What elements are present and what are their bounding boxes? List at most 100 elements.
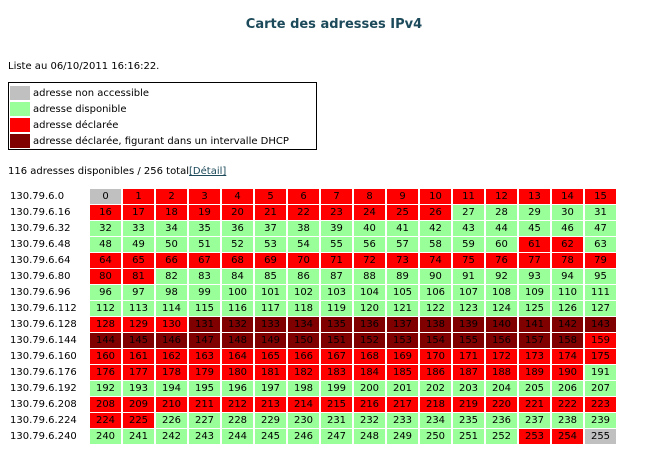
ip-cell[interactable]: 155 bbox=[453, 333, 484, 348]
ip-cell[interactable]: 215 bbox=[321, 397, 352, 412]
ip-cell[interactable]: 6 bbox=[288, 189, 319, 204]
ip-cell[interactable]: 85 bbox=[255, 269, 286, 284]
ip-cell[interactable]: 93 bbox=[519, 269, 550, 284]
ip-cell[interactable]: 51 bbox=[189, 237, 220, 252]
ip-cell[interactable]: 141 bbox=[519, 317, 550, 332]
ip-cell[interactable]: 123 bbox=[453, 301, 484, 316]
ip-cell[interactable]: 61 bbox=[519, 237, 550, 252]
ip-cell[interactable]: 199 bbox=[321, 381, 352, 396]
ip-cell[interactable]: 118 bbox=[288, 301, 319, 316]
ip-cell[interactable]: 182 bbox=[288, 365, 319, 380]
ip-cell[interactable]: 133 bbox=[255, 317, 286, 332]
ip-cell[interactable]: 40 bbox=[354, 221, 385, 236]
ip-cell[interactable]: 58 bbox=[420, 237, 451, 252]
ip-cell[interactable]: 245 bbox=[255, 429, 286, 444]
ip-cell[interactable]: 167 bbox=[321, 349, 352, 364]
ip-cell[interactable]: 208 bbox=[90, 397, 121, 412]
ip-cell[interactable]: 109 bbox=[519, 285, 550, 300]
ip-cell[interactable]: 234 bbox=[420, 413, 451, 428]
ip-cell[interactable]: 231 bbox=[321, 413, 352, 428]
ip-cell[interactable]: 186 bbox=[420, 365, 451, 380]
ip-cell[interactable]: 243 bbox=[189, 429, 220, 444]
ip-cell[interactable]: 192 bbox=[90, 381, 121, 396]
ip-cell[interactable]: 156 bbox=[486, 333, 517, 348]
ip-cell[interactable]: 229 bbox=[255, 413, 286, 428]
ip-cell[interactable]: 100 bbox=[222, 285, 253, 300]
ip-cell[interactable]: 217 bbox=[387, 397, 418, 412]
ip-cell[interactable]: 165 bbox=[255, 349, 286, 364]
ip-cell[interactable]: 163 bbox=[189, 349, 220, 364]
ip-cell[interactable]: 76 bbox=[486, 253, 517, 268]
ip-cell[interactable]: 210 bbox=[156, 397, 187, 412]
ip-cell[interactable]: 149 bbox=[255, 333, 286, 348]
ip-cell[interactable]: 38 bbox=[288, 221, 319, 236]
ip-cell[interactable]: 164 bbox=[222, 349, 253, 364]
ip-cell[interactable]: 220 bbox=[486, 397, 517, 412]
ip-cell[interactable]: 25 bbox=[387, 205, 418, 220]
ip-cell[interactable]: 55 bbox=[321, 237, 352, 252]
ip-cell[interactable]: 10 bbox=[420, 189, 451, 204]
ip-cell[interactable]: 191 bbox=[585, 365, 616, 380]
ip-cell[interactable]: 204 bbox=[486, 381, 517, 396]
ip-cell[interactable]: 232 bbox=[354, 413, 385, 428]
ip-cell[interactable]: 239 bbox=[585, 413, 616, 428]
ip-cell[interactable]: 129 bbox=[123, 317, 154, 332]
ip-cell[interactable]: 74 bbox=[420, 253, 451, 268]
ip-cell[interactable]: 50 bbox=[156, 237, 187, 252]
ip-cell[interactable]: 252 bbox=[486, 429, 517, 444]
ip-cell[interactable]: 122 bbox=[420, 301, 451, 316]
ip-cell[interactable]: 187 bbox=[453, 365, 484, 380]
ip-cell[interactable]: 140 bbox=[486, 317, 517, 332]
ip-cell[interactable]: 158 bbox=[552, 333, 583, 348]
ip-cell[interactable]: 114 bbox=[156, 301, 187, 316]
ip-cell[interactable]: 132 bbox=[222, 317, 253, 332]
ip-cell[interactable]: 115 bbox=[189, 301, 220, 316]
ip-cell[interactable]: 24 bbox=[354, 205, 385, 220]
ip-cell[interactable]: 172 bbox=[486, 349, 517, 364]
ip-cell[interactable]: 169 bbox=[387, 349, 418, 364]
ip-cell[interactable]: 29 bbox=[519, 205, 550, 220]
ip-cell[interactable]: 48 bbox=[90, 237, 121, 252]
ip-cell[interactable]: 197 bbox=[255, 381, 286, 396]
ip-cell[interactable]: 3 bbox=[189, 189, 220, 204]
ip-cell[interactable]: 33 bbox=[123, 221, 154, 236]
ip-cell[interactable]: 35 bbox=[189, 221, 220, 236]
ip-cell[interactable]: 196 bbox=[222, 381, 253, 396]
ip-cell[interactable]: 249 bbox=[387, 429, 418, 444]
ip-cell[interactable]: 166 bbox=[288, 349, 319, 364]
ip-cell[interactable]: 4 bbox=[222, 189, 253, 204]
ip-cell[interactable]: 209 bbox=[123, 397, 154, 412]
ip-cell[interactable]: 200 bbox=[354, 381, 385, 396]
ip-cell[interactable]: 135 bbox=[321, 317, 352, 332]
ip-cell[interactable]: 154 bbox=[420, 333, 451, 348]
ip-cell[interactable]: 105 bbox=[387, 285, 418, 300]
ip-cell[interactable]: 173 bbox=[519, 349, 550, 364]
ip-cell[interactable]: 214 bbox=[288, 397, 319, 412]
ip-cell[interactable]: 66 bbox=[156, 253, 187, 268]
ip-cell[interactable]: 226 bbox=[156, 413, 187, 428]
ip-cell[interactable]: 79 bbox=[585, 253, 616, 268]
ip-cell[interactable]: 23 bbox=[321, 205, 352, 220]
ip-cell[interactable]: 190 bbox=[552, 365, 583, 380]
ip-cell[interactable]: 78 bbox=[552, 253, 583, 268]
ip-cell[interactable]: 62 bbox=[552, 237, 583, 252]
ip-cell[interactable]: 98 bbox=[156, 285, 187, 300]
ip-cell[interactable]: 57 bbox=[387, 237, 418, 252]
ip-cell[interactable]: 176 bbox=[90, 365, 121, 380]
ip-cell[interactable]: 242 bbox=[156, 429, 187, 444]
ip-cell[interactable]: 30 bbox=[552, 205, 583, 220]
ip-cell[interactable]: 95 bbox=[585, 269, 616, 284]
ip-cell[interactable]: 82 bbox=[156, 269, 187, 284]
ip-cell[interactable]: 17 bbox=[123, 205, 154, 220]
ip-cell[interactable]: 150 bbox=[288, 333, 319, 348]
ip-cell[interactable]: 91 bbox=[453, 269, 484, 284]
ip-cell[interactable]: 113 bbox=[123, 301, 154, 316]
ip-cell[interactable]: 81 bbox=[123, 269, 154, 284]
ip-cell[interactable]: 52 bbox=[222, 237, 253, 252]
ip-cell[interactable]: 37 bbox=[255, 221, 286, 236]
ip-cell[interactable]: 180 bbox=[222, 365, 253, 380]
ip-cell[interactable]: 194 bbox=[156, 381, 187, 396]
ip-cell[interactable]: 193 bbox=[123, 381, 154, 396]
ip-cell[interactable]: 198 bbox=[288, 381, 319, 396]
ip-cell[interactable]: 227 bbox=[189, 413, 220, 428]
